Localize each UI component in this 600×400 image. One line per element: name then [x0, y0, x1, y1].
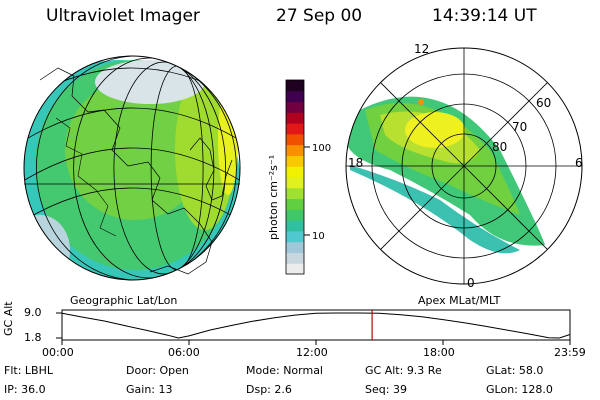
altitude-plot: [56, 309, 571, 345]
footer-field-gc-alt: GC Alt: 9.3 Re: [365, 364, 442, 377]
instrument-title: Ultraviolet Imager: [46, 6, 200, 26]
colorbar: 100 10 photon cm⁻²s⁻¹: [267, 79, 331, 275]
colorbar-segment: [286, 112, 304, 124]
field-value: 13: [158, 383, 173, 396]
colorbar-segment: [286, 209, 304, 221]
footer-field-ip: IP: 36.0: [4, 383, 46, 396]
field-label: GLat:: [486, 364, 516, 377]
mlt-label-18: 18: [348, 156, 364, 170]
x-tick-label: 18:00: [423, 346, 455, 359]
colorbar-segment: [286, 90, 304, 103]
mlt-label-0: 0: [467, 276, 475, 290]
field-value: LBHL: [24, 364, 53, 377]
mlat-label-80: 80: [492, 140, 508, 154]
plot-frame: [61, 309, 571, 341]
colorbar-segment: [286, 133, 304, 146]
footer-field-glat: GLat: 58.0: [486, 364, 543, 377]
longitude-line: [35, 56, 237, 280]
field-label: Gain:: [126, 383, 155, 396]
mlt-spoke: [380, 82, 465, 167]
colorbar-segment: [286, 230, 304, 243]
mlt-label-6: 6: [575, 156, 583, 170]
date-label: 27 Sep 00: [276, 6, 363, 26]
x-tick-label: 06:00: [168, 346, 200, 359]
field-value: 58.0: [518, 364, 544, 377]
colorbar-segment: [286, 80, 304, 92]
x-tick-label: 00:00: [42, 346, 74, 359]
altitude-series-line: [61, 312, 571, 339]
footer-field-mode: Mode: Normal: [246, 364, 323, 377]
left-panel-caption: Geographic Lat/Lon: [70, 294, 178, 307]
field-label: IP:: [4, 383, 18, 396]
footer-field-dsp: Dsp: 2.6: [246, 383, 292, 396]
field-label: GC Alt:: [365, 364, 404, 377]
colorbar-segment: [286, 155, 304, 167]
coastline: [39, 67, 213, 275]
colorbar-segment: [286, 241, 304, 253]
field-label: Door:: [126, 364, 156, 377]
footer-field-seq: Seq: 39: [365, 383, 407, 396]
longitude-line: [73, 57, 227, 279]
polar-map: [345, 47, 583, 285]
colorbar-unit-label: photon cm⁻²s⁻¹: [267, 155, 280, 240]
field-label: Dsp:: [246, 383, 271, 396]
field-value: 2.6: [274, 383, 292, 396]
field-value: 9.3 Re: [406, 364, 442, 377]
right-panel-caption: Apex MLat/MLT: [418, 294, 501, 307]
y-axis-label: GC Alt: [2, 301, 15, 336]
colorbar-segment: [286, 198, 304, 210]
field-value: 39: [392, 383, 407, 396]
colorbar-segment: [286, 166, 304, 178]
mlt-spoke: [380, 165, 465, 250]
x-tick-label: 23:59: [554, 346, 586, 359]
field-label: Flt:: [4, 364, 22, 377]
latitude-line: [24, 107, 240, 149]
footer-field-glon: GLon: 128.0: [486, 383, 553, 396]
colorbar-tick-10: 10: [312, 231, 325, 242]
field-label: Seq:: [365, 383, 390, 396]
mlat-label-70: 70: [512, 120, 528, 134]
coastline: [189, 137, 233, 201]
footer-field-gain: Gain: 13: [126, 383, 173, 396]
colorbar-segment: [286, 101, 304, 113]
colorbar-segment: [286, 220, 304, 232]
coastline: [55, 117, 117, 237]
footer-field-door: Door: Open: [126, 364, 189, 377]
mlt-spoke: [463, 165, 548, 250]
field-value: 128.0: [521, 383, 553, 396]
colorbar-segment: [286, 177, 304, 189]
field-label: GLon:: [486, 383, 518, 396]
mlt-label-12: 12: [414, 42, 430, 56]
field-value: 36.0: [21, 383, 46, 396]
colorbar-segment: [286, 123, 304, 135]
colorbar-segment: [286, 252, 304, 264]
field-label: Mode:: [246, 364, 280, 377]
latitude-line: [24, 147, 240, 189]
colorbar-segment: [286, 144, 304, 156]
mlat-label-60: 60: [536, 96, 552, 110]
colorbar-tick-100: 100: [312, 143, 331, 154]
field-value: Normal: [283, 364, 323, 377]
mlt-spoke: [463, 82, 548, 167]
colorbar-segment: [286, 187, 304, 200]
footer-field-filter: Flt: LBHL: [4, 364, 53, 377]
geographic-map: [23, 55, 241, 281]
time-label: 14:39:14 UT: [432, 6, 537, 26]
latitude-line: [24, 187, 240, 229]
field-value: Open: [159, 364, 189, 377]
y-tick-label-bottom: 1.8: [24, 331, 42, 344]
y-tick-label-top: 9.0: [24, 306, 42, 319]
x-tick-label: 12:00: [296, 346, 328, 359]
colorbar-segment: [286, 263, 304, 275]
